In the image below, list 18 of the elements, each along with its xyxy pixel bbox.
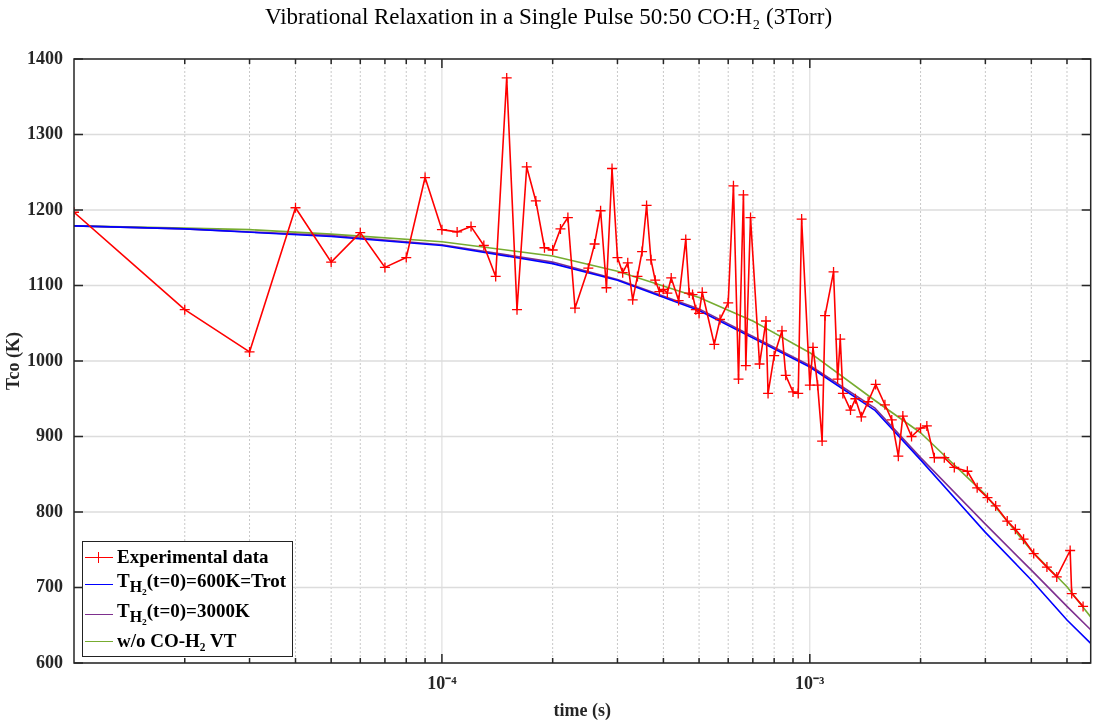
y-tick-label: 1400	[27, 47, 63, 68]
x-axis-title: time (s)	[553, 699, 612, 721]
y-tick-label: 700	[36, 576, 63, 597]
legend-label: T$_{H₂}$(t=0)=600K=Trot	[117, 570, 287, 598]
y-tick-label: 600	[36, 651, 63, 672]
y-axis-title: Tco (K)	[3, 332, 25, 390]
y-tick-label: 1000	[27, 349, 63, 370]
y-tick-label: 800	[36, 500, 63, 521]
legend-label: T$_{H₂}$(t=0)=3000K	[117, 600, 250, 627]
legend-label: Experimental data	[117, 546, 269, 569]
legend-label: w/o CO-H₂ VT	[117, 630, 237, 652]
x-tick-label: 10⁻³	[795, 673, 826, 694]
y-tick-label: 1300	[27, 123, 63, 144]
chart-title: Vibrational Relaxation in a Single Pulse 50:50 CO:H₂ (3Torr)	[263, 4, 834, 30]
y-tick-label: 900	[36, 425, 63, 446]
y-tick-label: 1200	[27, 198, 63, 219]
y-tick-label: 1100	[27, 274, 63, 295]
x-tick-label: 10⁻⁴	[427, 673, 458, 694]
